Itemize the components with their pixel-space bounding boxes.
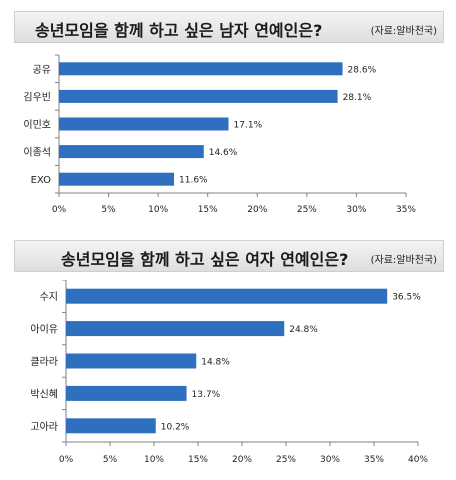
female-bar xyxy=(66,321,285,337)
male-value-label: 17.1% xyxy=(234,121,263,131)
female-category-label: 아이유 xyxy=(30,324,58,336)
male-chart-panel: 송년모임을 함께 하고 싶은 남자 연예인은? (자료:알바천국) 0% 5% 10… xyxy=(0,0,456,235)
female-bar xyxy=(66,385,187,401)
female-chart-panel: 송년모임을 함께 하고 싶은 여자 연예인은? (자료:알바천국) 0% 5% 10… xyxy=(0,238,456,480)
female-value-label: 10.2% xyxy=(161,422,190,432)
male-bar xyxy=(59,89,338,103)
female-chart-source: (자료:알바천국) xyxy=(370,255,437,266)
male-value-label: 28.6% xyxy=(348,65,377,75)
male-category-label: EXO xyxy=(31,175,52,186)
male-bar xyxy=(59,62,343,76)
male-x-tick-label: 20% xyxy=(247,205,267,215)
male-chart-title: 송년모임을 함께 하고 싶은 남자 연예인은? xyxy=(35,21,323,40)
male-chart-plot: 0% 5% 10% 15% 20% 25% 30% 35% 공유 28.6% 김우빈 28.1% 이민호… xyxy=(23,54,416,215)
female-category-label: 고아라 xyxy=(30,421,58,433)
male-value-label: 28.1% xyxy=(343,93,372,103)
male-x-tick-label: 0% xyxy=(52,205,67,215)
female-x-tick-label: 30% xyxy=(320,455,340,465)
male-bar xyxy=(59,117,229,131)
female-bar xyxy=(66,418,156,434)
female-x-tick-label: 25% xyxy=(276,455,296,465)
female-x-tick-label: 20% xyxy=(232,455,252,465)
female-value-label: 24.8% xyxy=(289,325,318,335)
female-x-tick-label: 40% xyxy=(408,455,428,465)
male-x-tick-label: 10% xyxy=(148,205,168,215)
female-x-tick-label: 5% xyxy=(103,455,118,465)
female-value-label: 13.7% xyxy=(192,390,221,400)
female-category-label: 클라라 xyxy=(30,356,58,368)
female-x-tick-label: 35% xyxy=(364,455,384,465)
male-chart-source: (자료:알바천국) xyxy=(370,26,437,37)
male-category-label: 이종석 xyxy=(23,147,51,159)
male-bar xyxy=(59,172,175,186)
female-chart-title-bar: 송년모임을 함께 하고 싶은 여자 연예인은? (자료:알바천국) xyxy=(14,240,444,272)
female-value-label: 36.5% xyxy=(392,293,421,303)
female-bar xyxy=(66,353,197,369)
male-category-label: 이민호 xyxy=(23,119,51,131)
male-bar xyxy=(59,145,204,159)
female-x-tick-label: 10% xyxy=(144,455,164,465)
male-chart-title-bar: 송년모임을 함께 하고 싶은 남자 연예인은? (자료:알바천국) xyxy=(14,11,444,43)
male-x-tick-label: 5% xyxy=(101,205,116,215)
female-bar xyxy=(66,288,388,304)
female-value-label: 14.8% xyxy=(201,358,230,368)
female-x-tick-label: 0% xyxy=(59,455,74,465)
female-x-tick-label: 15% xyxy=(188,455,208,465)
female-chart-plot: 0% 5% 10% 15% 20% 25% 30% 35% 40% 수지 36.5% 아이유 24.8%… xyxy=(30,280,428,465)
male-value-label: 11.6% xyxy=(179,176,208,186)
male-x-tick-label: 30% xyxy=(346,205,366,215)
male-category-label: 공유 xyxy=(33,64,51,76)
male-x-tick-label: 15% xyxy=(198,205,218,215)
male-category-label: 김우빈 xyxy=(23,91,51,103)
male-x-tick-label: 25% xyxy=(297,205,317,215)
male-value-label: 14.6% xyxy=(209,148,238,158)
female-category-label: 수지 xyxy=(40,291,58,303)
male-x-tick-label: 35% xyxy=(396,205,416,215)
female-chart-title: 송년모임을 함께 하고 싶은 여자 연예인은? xyxy=(61,250,349,269)
female-category-label: 박신혜 xyxy=(30,388,58,400)
